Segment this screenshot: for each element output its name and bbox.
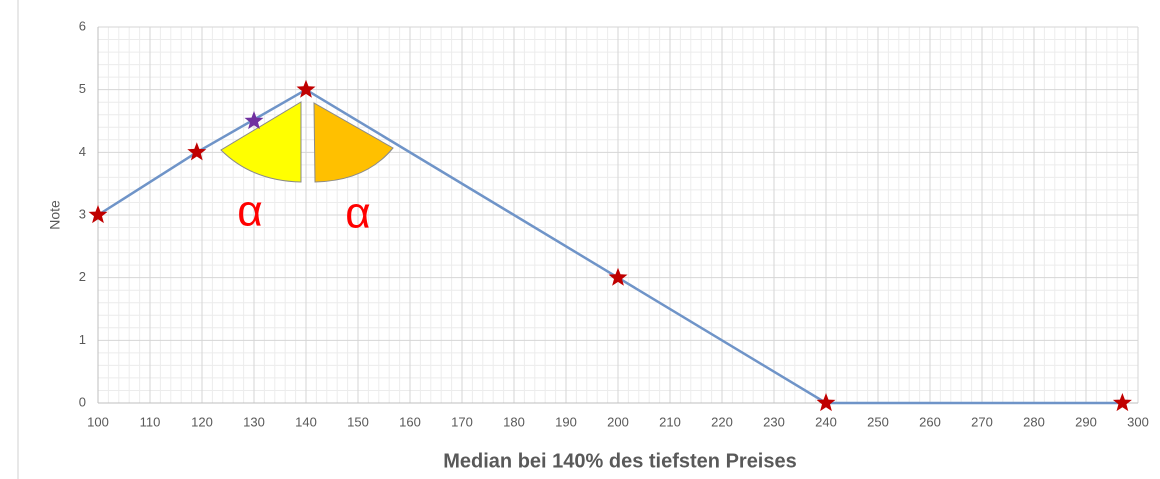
x-tick-label: 200: [607, 414, 629, 429]
annotation: α: [237, 187, 262, 236]
x-tick-label: 110: [140, 414, 161, 429]
x-tick-label: 150: [347, 414, 369, 429]
x-tick-label: 220: [711, 414, 733, 429]
x-axis-title: Median bei 140% des tiefsten Preises: [443, 450, 797, 472]
series-line: [97, 88, 1123, 405]
marker: [608, 267, 628, 286]
x-tick-label: 290: [1075, 414, 1097, 429]
marker: [187, 142, 207, 161]
angle-wedge: [220, 101, 302, 183]
y-tick-label: 3: [79, 206, 86, 221]
x-tick-label: 120: [191, 414, 213, 429]
y-tick-label: 1: [79, 332, 86, 347]
marker: [244, 111, 264, 130]
x-tick-label: 210: [659, 414, 681, 429]
marker: [816, 393, 836, 412]
marker: [88, 205, 108, 224]
x-tick-label: 300: [1127, 414, 1149, 429]
x-tick-label: 190: [555, 414, 577, 429]
x-tick-label: 140: [295, 414, 317, 429]
x-tick-label: 130: [243, 414, 265, 429]
x-tick-label: 270: [971, 414, 993, 429]
y-tick-label: 5: [79, 81, 86, 96]
y-tick-label: 2: [79, 269, 86, 284]
annotation: α: [345, 189, 370, 238]
x-tick-label: 260: [919, 414, 941, 429]
angle-wedge: [313, 102, 394, 183]
y-axis-title: Note: [47, 200, 63, 230]
x-tick-label: 100: [87, 414, 109, 429]
y-tick-label: 6: [79, 18, 86, 33]
y-tick-label: 0: [79, 394, 86, 409]
x-tick-label: 280: [1023, 414, 1045, 429]
marker: [1112, 393, 1132, 412]
y-tick-label: 4: [79, 144, 86, 159]
x-tick-label: 180: [503, 414, 525, 429]
x-tick-label: 240: [815, 414, 837, 429]
plot: [88, 79, 1132, 412]
x-tick-label: 170: [451, 414, 473, 429]
x-tick-label: 160: [399, 414, 421, 429]
marker: [296, 79, 316, 98]
x-tick-label: 250: [867, 414, 889, 429]
x-tick-label: 230: [763, 414, 785, 429]
